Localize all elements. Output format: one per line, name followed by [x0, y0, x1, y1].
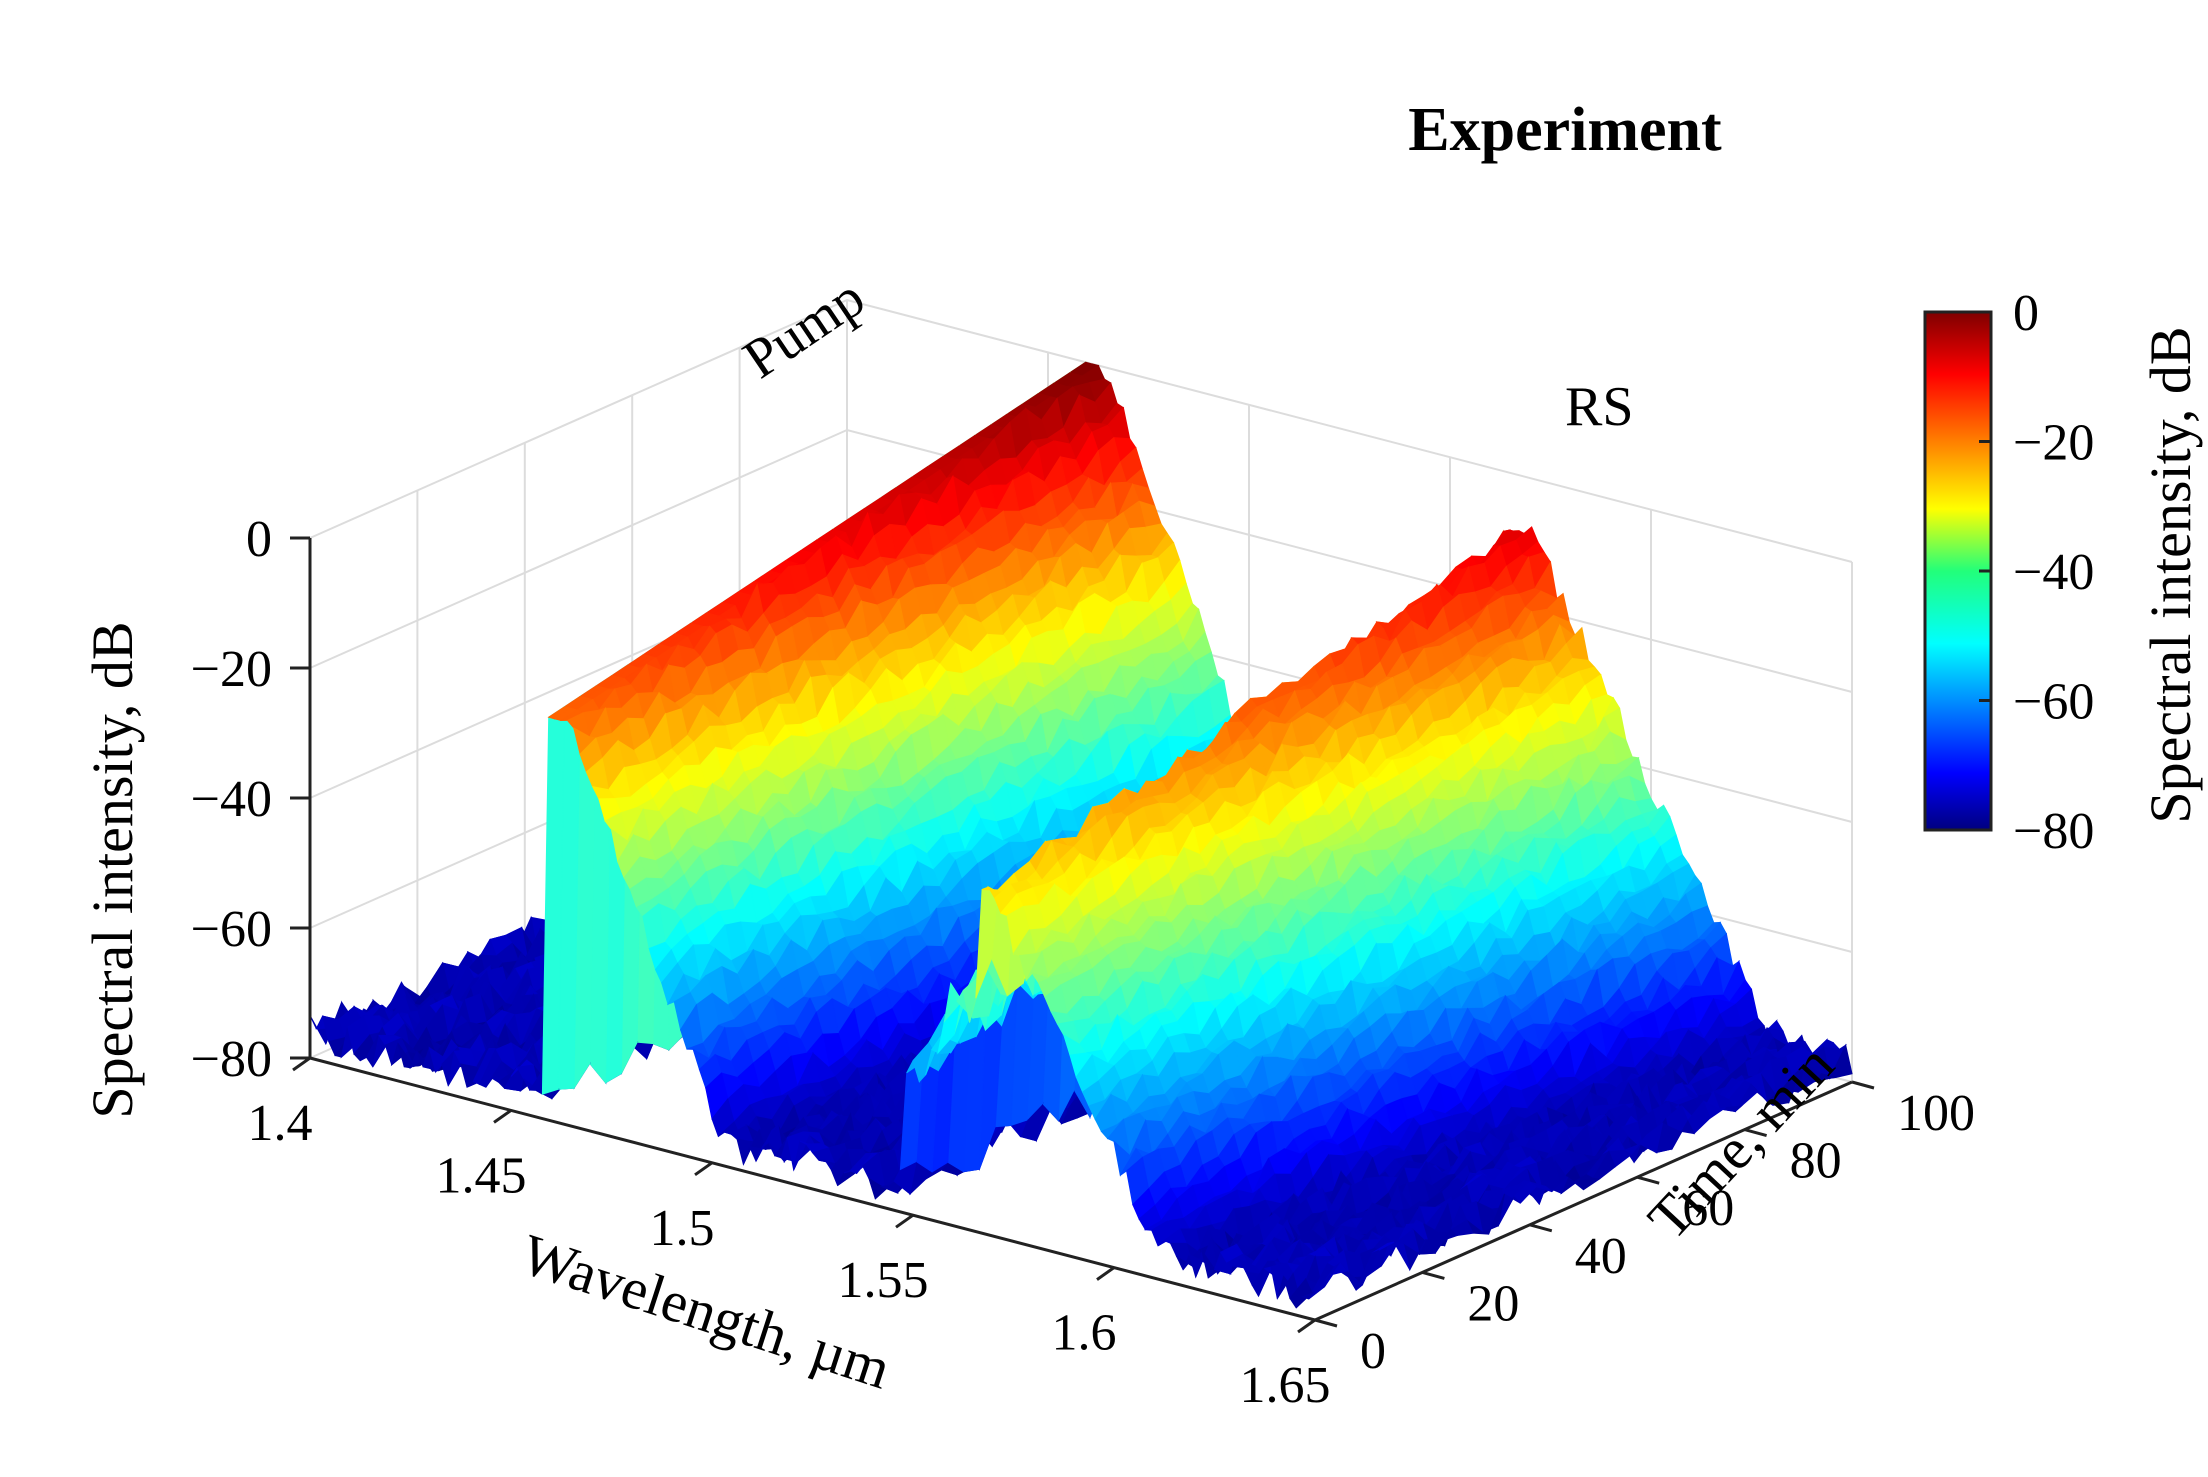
- surface: [310, 362, 1852, 1308]
